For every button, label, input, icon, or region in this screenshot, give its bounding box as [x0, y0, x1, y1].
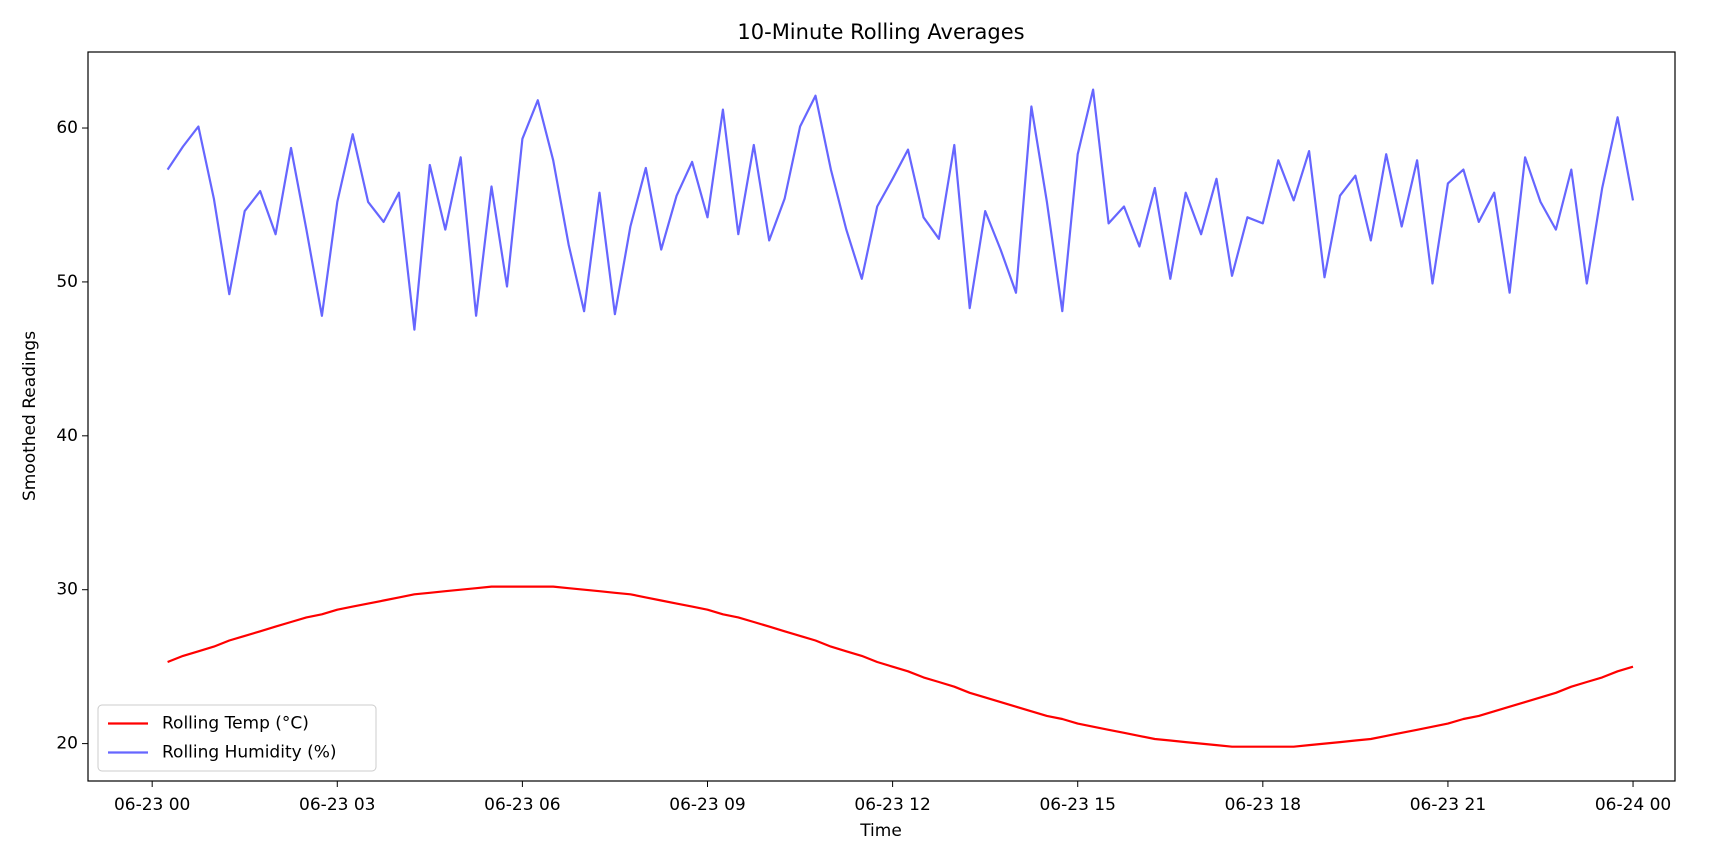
y-tick-label: 40 — [56, 426, 78, 446]
x-tick-label: 06-23 21 — [1410, 795, 1486, 815]
chart-title: 10-Minute Rolling Averages — [737, 20, 1024, 44]
x-tick-label: 06-24 00 — [1595, 795, 1671, 815]
x-tick-label: 06-23 00 — [114, 795, 190, 815]
x-tick-label: 06-23 06 — [484, 795, 560, 815]
legend-box — [97, 704, 377, 772]
series-line — [167, 585, 1634, 748]
series-line — [166, 88, 1635, 331]
legend-label: Rolling Temp (°C) — [162, 714, 309, 734]
y-tick-label: 60 — [56, 118, 78, 138]
x-tick-label: 06-23 12 — [854, 795, 930, 815]
plot-frame — [87, 51, 1676, 782]
x-tick-label: 06-23 03 — [299, 795, 375, 815]
x-axis-label: Time — [859, 821, 902, 841]
legend-label: Rolling Humidity (%) — [162, 743, 337, 763]
y-tick-label: 30 — [56, 580, 78, 600]
y-tick-label: 20 — [56, 734, 78, 754]
x-tick-label: 06-23 09 — [669, 795, 745, 815]
y-axis-label: Smoothed Readings — [20, 331, 40, 501]
y-tick-label: 50 — [56, 272, 78, 292]
x-tick-label: 06-23 15 — [1039, 795, 1115, 815]
x-tick-label: 06-23 18 — [1225, 795, 1301, 815]
